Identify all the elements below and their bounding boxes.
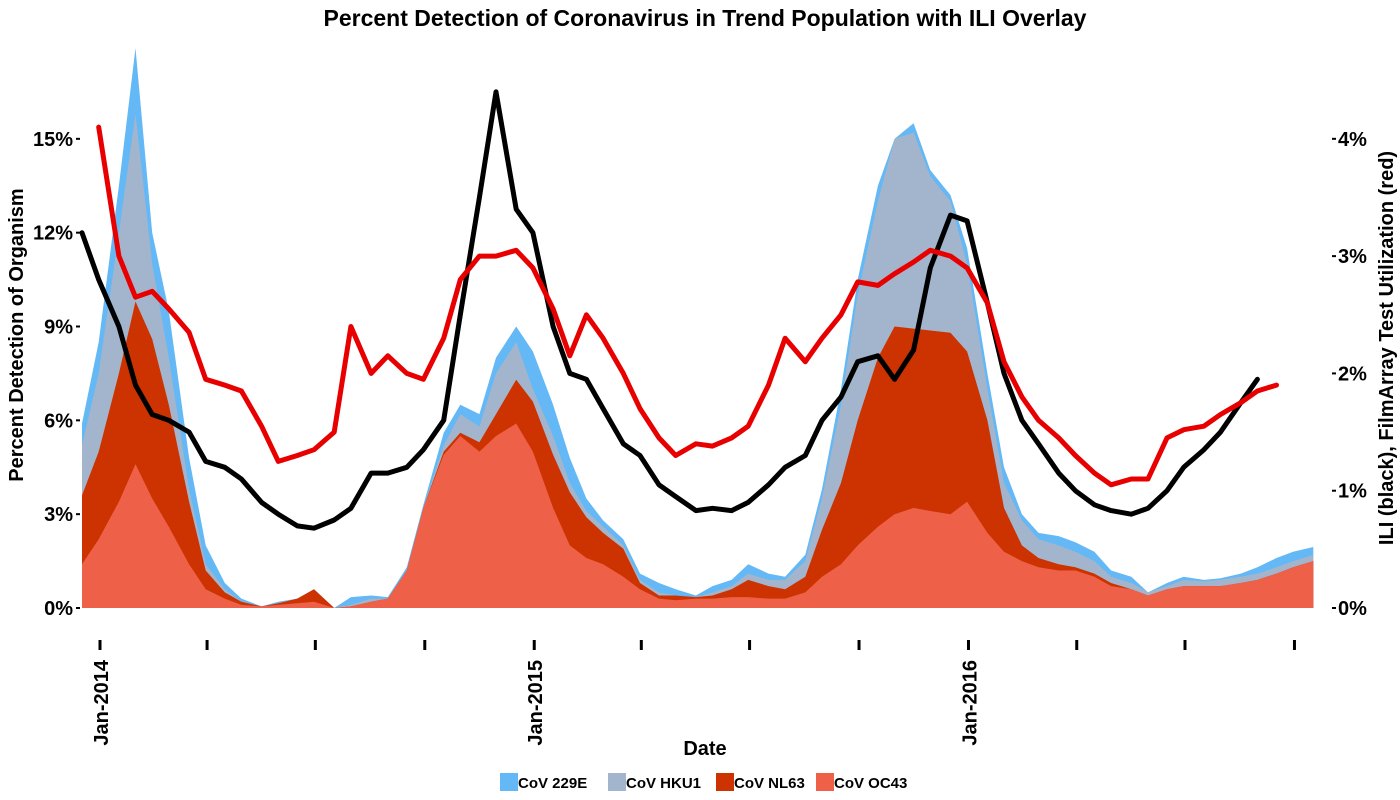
overlay-lines — [79, 89, 1279, 531]
y2-tick-label: 1% — [1338, 481, 1367, 503]
y-tick-label: 9% — [44, 317, 73, 339]
y-tick-label: 0% — [44, 598, 73, 620]
x-axis: Jan-2014 Jan-2015 Jan-2016 — [91, 640, 1296, 746]
x-tick-label: Jan-2015 — [525, 660, 547, 746]
legend-label: CoV OC43 — [834, 775, 907, 792]
area-cov-nl63 — [82, 301, 1314, 608]
y2-tick-label: 0% — [1338, 598, 1367, 620]
y2-tick-label: 2% — [1338, 363, 1367, 385]
y-tick-label: 3% — [44, 504, 73, 526]
x-tick-label: Jan-2014 — [91, 659, 113, 745]
legend-swatch — [500, 773, 518, 791]
y-axis-title: Percent Detection of Organism — [6, 188, 28, 481]
y-tick-label: 12% — [33, 223, 73, 245]
line-ili — [79, 89, 1260, 531]
line-filmarray-test-utilization — [96, 124, 1279, 488]
y-tick-label: 6% — [44, 410, 73, 432]
y-tick-label: 15% — [33, 129, 73, 151]
y2-axis-title: ILI (black), FilmArray Test Utilization … — [1376, 151, 1398, 545]
y-axis-right: 0% 1% 2% 3% 4% — [1332, 129, 1367, 620]
legend-swatch — [816, 773, 834, 791]
legend-swatch — [608, 773, 626, 791]
legend-swatch — [716, 773, 734, 791]
legend: CoV 229E CoV HKU1 CoV NL63 CoV OC43 — [500, 773, 907, 792]
legend-label: CoV HKU1 — [626, 775, 701, 792]
area-cov-229e — [82, 48, 1314, 609]
legend-label: CoV 229E — [518, 775, 587, 792]
x-tick-label: Jan-2016 — [959, 660, 981, 746]
legend-label: CoV NL63 — [734, 775, 805, 792]
y2-tick-label: 4% — [1338, 129, 1367, 151]
y2-tick-label: 3% — [1338, 246, 1367, 268]
y-axis-left: 0% 3% 6% 9% 12% 15% — [33, 129, 80, 620]
chart-title: Percent Detection of Coronavirus in Tren… — [324, 5, 1087, 31]
area-cov-hku1 — [82, 113, 1314, 609]
x-axis-title: Date — [683, 738, 726, 760]
area-cov-oc43 — [82, 423, 1314, 608]
stacked-areas — [82, 48, 1314, 609]
